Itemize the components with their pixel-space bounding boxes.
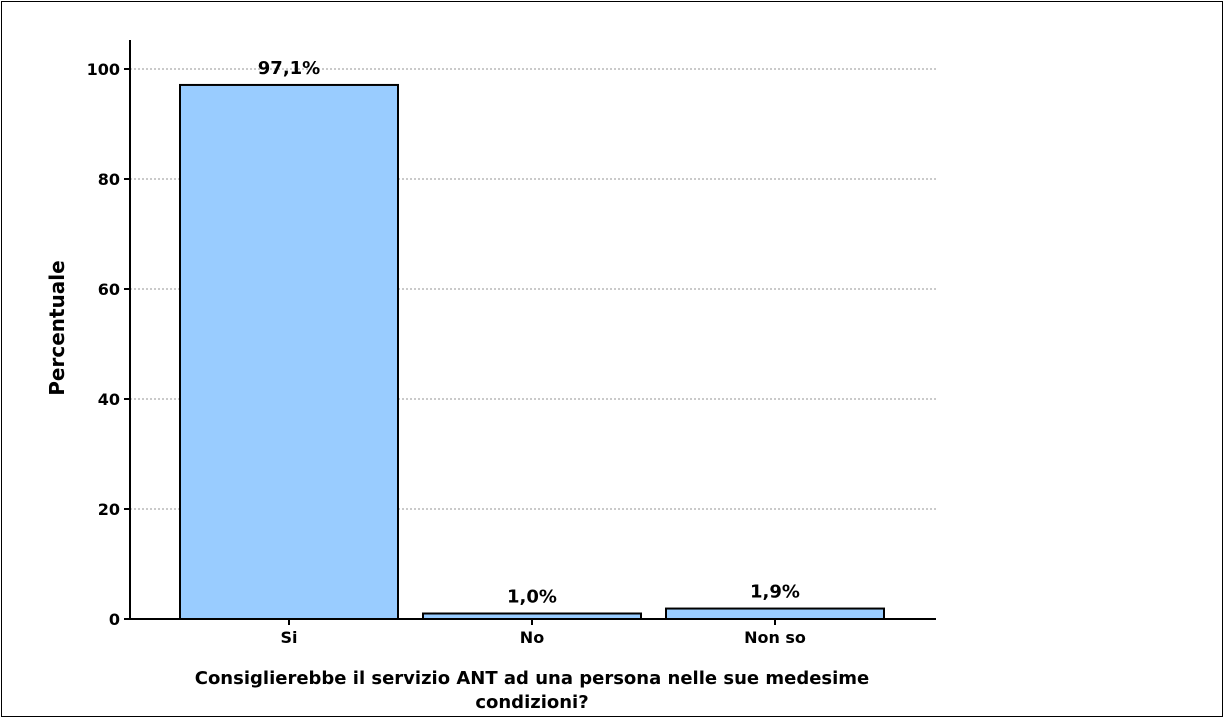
data-label: 97,1% xyxy=(258,58,320,79)
y-ticks: 0 20 40 60 80 100 xyxy=(87,60,130,629)
bars xyxy=(179,83,885,620)
y-tick-label: 20 xyxy=(98,500,120,519)
x-ticks: Si No Non so xyxy=(280,619,806,647)
data-label: 1,0% xyxy=(507,587,557,608)
y-tick-label: 40 xyxy=(98,390,120,409)
bar-si xyxy=(179,83,399,620)
y-tick-label: 80 xyxy=(98,170,120,189)
y-axis-label: Percentuale xyxy=(45,260,69,395)
y-tick-label: 0 xyxy=(109,610,120,629)
x-axis-label-line-1: Consiglierebbe il servizio ANT ad una pe… xyxy=(195,668,870,689)
x-axis-label-line-2: condizioni? xyxy=(475,692,588,713)
data-labels: 97,1% 1,0% 1,9% xyxy=(258,58,800,608)
y-tick-label: 60 xyxy=(98,280,120,299)
y-tick-label: 100 xyxy=(87,60,120,79)
bar-non-so xyxy=(665,607,885,620)
x-tick-label: Si xyxy=(280,628,297,647)
data-label: 1,9% xyxy=(750,582,800,603)
x-tick-label: Non so xyxy=(744,628,806,647)
x-tick-label: No xyxy=(520,628,544,647)
